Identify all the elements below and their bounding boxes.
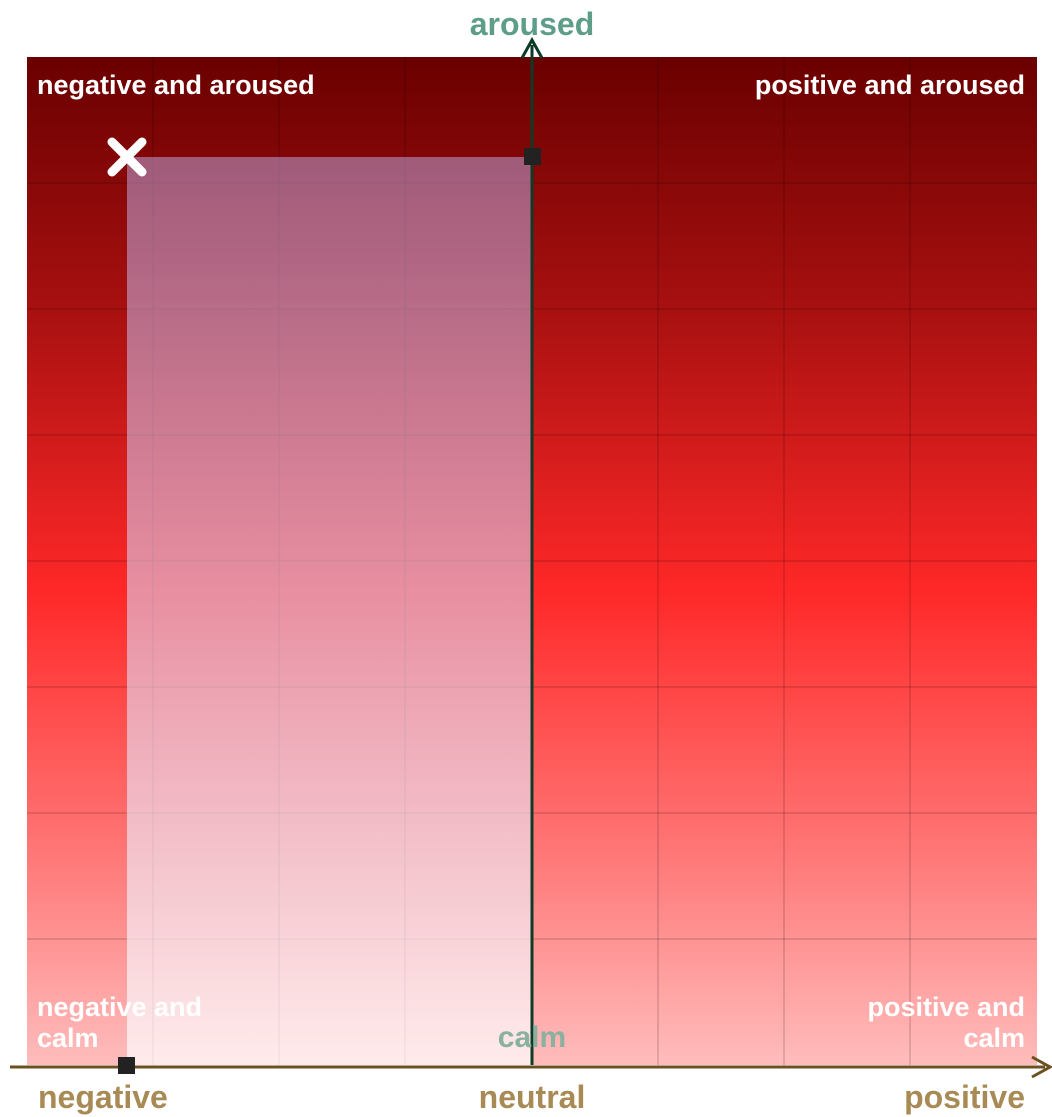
quadrant-label: positive and aroused	[755, 70, 1025, 100]
handle[interactable]	[524, 148, 541, 165]
quadrant-label: negative and calm	[37, 992, 202, 1053]
label-line: calm	[963, 1023, 1025, 1053]
axis-label-right: positive	[904, 1079, 1025, 1115]
handle[interactable]	[118, 1057, 135, 1074]
quadrant-label: positive and calm	[867, 992, 1025, 1053]
label-line: positive and	[867, 992, 1025, 1022]
selection-marker[interactable]	[107, 137, 147, 177]
axis-label-left: negative	[38, 1079, 168, 1115]
vertical-arrow	[520, 36, 544, 59]
label-line: negative and	[37, 992, 202, 1022]
axis-label-center: neutral	[479, 1079, 586, 1115]
axis-label-top: aroused	[470, 6, 594, 42]
horizontal-arrow	[1031, 1055, 1052, 1079]
axis-label-bottom: calm	[498, 1021, 566, 1054]
label-line: calm	[37, 1023, 99, 1053]
selection-area	[127, 157, 532, 1065]
quadrant-label: negative and aroused	[37, 70, 315, 100]
